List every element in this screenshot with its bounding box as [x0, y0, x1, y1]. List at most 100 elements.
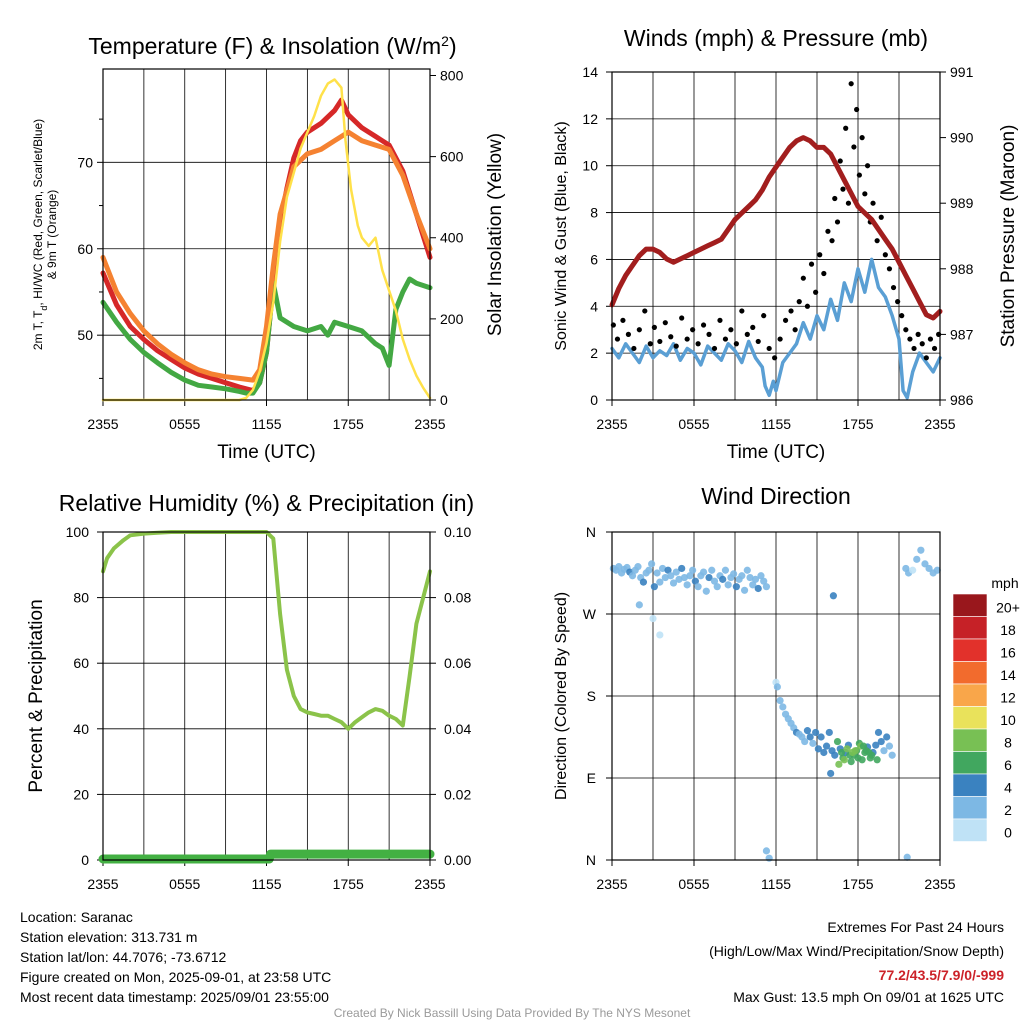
gust-point	[907, 336, 913, 342]
legend-swatch	[952, 616, 988, 640]
temp-title-text: Temperature (F) & Insolation (W/m	[88, 33, 441, 59]
temp-series-solar	[101, 78, 432, 402]
gust-point	[717, 317, 723, 323]
temp-xtick-label: 1755	[333, 416, 364, 432]
gust-point	[679, 315, 685, 321]
wdir-xtick-label: 0555	[678, 876, 709, 892]
legend-label: 20+	[996, 600, 1020, 616]
wind-direction-point	[773, 683, 781, 691]
temp-ylabel-sub: d	[39, 306, 49, 311]
wind-direction-point	[822, 742, 831, 750]
temp-frame	[102, 68, 431, 401]
rh-ytick-right-label: 0.06	[444, 655, 471, 671]
wind-direction-point	[833, 737, 842, 746]
legend-label: 14	[1000, 667, 1016, 683]
temp-ytick-label: 50	[77, 327, 93, 343]
wind-direction-point	[838, 748, 846, 757]
wind-direction-point	[680, 573, 689, 582]
wdir-ytick-label: W	[583, 606, 597, 622]
wind-direction-point	[865, 748, 873, 757]
temp-ytick-right-label: 400	[440, 230, 464, 246]
wind-direction-point	[708, 566, 716, 574]
wind-series-pressure	[609, 135, 943, 321]
legend-swatch	[952, 818, 988, 842]
wind-direction-point	[743, 566, 751, 574]
footer-elevation: Station elevation: 313.731 m	[20, 929, 198, 945]
wind-ytick-label: 8	[590, 205, 598, 221]
wind-ytick-label: 12	[582, 111, 598, 127]
wind-direction-point	[710, 577, 719, 585]
footer-created: Figure created on Mon, 2025-09-01, at 23…	[20, 969, 332, 985]
gust-point	[772, 355, 778, 361]
legend-swatch	[952, 683, 988, 707]
wind-direction-point	[827, 769, 835, 778]
gust-point	[668, 334, 674, 340]
wind-direction-point	[803, 727, 812, 735]
wind-direction-point	[713, 583, 721, 591]
wdir-ytick-label: E	[587, 770, 596, 786]
temp-xtick-label: 0555	[169, 416, 200, 432]
gust-point	[808, 261, 815, 267]
wind-direction-point	[829, 592, 838, 600]
wind-direction-point	[634, 563, 642, 571]
legend-label: 12	[1000, 690, 1016, 706]
rh-series-precip	[98, 849, 435, 864]
wind-direction-point	[917, 546, 925, 554]
extremes-title: Extremes For Past 24 Hours	[827, 919, 1004, 935]
temp-xtick-label: 2355	[87, 416, 118, 432]
wdir-xtick-label: 1755	[842, 876, 873, 892]
footer-location: Location: Saranac	[20, 909, 133, 925]
wind-direction-point	[812, 728, 820, 737]
gust-point	[636, 327, 642, 333]
temp-title: Temperature (F) & Insolation (W/m2)	[88, 33, 456, 59]
wind-direction-point	[702, 587, 710, 595]
wind-direction-point	[859, 742, 868, 750]
wind-direction-point	[738, 572, 746, 580]
wdir-title: Wind Direction	[701, 483, 851, 509]
gust-point	[614, 336, 621, 342]
wind-direction-point	[776, 696, 784, 705]
wind-direction-point	[667, 572, 675, 580]
wind-direction-point	[699, 568, 708, 576]
wind-ytick-label: 2	[590, 345, 598, 361]
wdir-xtick-label: 1155	[761, 876, 791, 892]
gust-point	[832, 195, 838, 202]
wind-direction-point	[649, 614, 657, 623]
gust-point	[931, 345, 938, 352]
wind-direction-point	[835, 760, 843, 768]
legend-label: 4	[1004, 780, 1012, 796]
gust-point	[821, 270, 827, 277]
wind-direction-point	[686, 572, 694, 580]
wind-direction-point	[831, 751, 839, 759]
wind-ylabel-left: Sonic Wind & Gust (Blue, Black)	[553, 121, 570, 350]
gust-point	[915, 331, 921, 337]
wind-direction-point	[645, 566, 653, 574]
wind-direction-point	[656, 578, 664, 586]
gust-point	[895, 299, 901, 305]
legend-title: mph	[991, 575, 1018, 591]
rh-ylabel-left: Percent & Precipitation	[26, 599, 47, 792]
gust-point	[903, 327, 909, 333]
gust-point	[782, 317, 789, 323]
wind-ytick-label: 4	[590, 298, 598, 314]
gust-point	[706, 331, 712, 337]
legend-label: 10	[1000, 712, 1016, 728]
gust-point	[817, 252, 823, 258]
gust-point	[755, 338, 761, 345]
gust-point	[792, 327, 798, 333]
rh-xtick-label: 2355	[87, 876, 118, 892]
gust-point	[864, 163, 871, 169]
wdir-ytick-label: S	[587, 688, 596, 704]
gust-point	[859, 135, 865, 141]
wind-direction-point	[762, 847, 771, 855]
rh-frame	[102, 531, 431, 861]
extremes-values: 77.2/43.5/7.9/0/-999	[878, 967, 1004, 983]
wind-direction-point	[740, 586, 749, 594]
wind-direction-point	[746, 573, 754, 582]
wind-direction-point	[933, 566, 941, 574]
gust-point	[625, 331, 632, 337]
wind-direction-point	[888, 751, 896, 759]
wind-ytick-right-label: 991	[950, 64, 974, 80]
gust-point	[882, 252, 888, 258]
wind-direction-point	[648, 560, 656, 568]
